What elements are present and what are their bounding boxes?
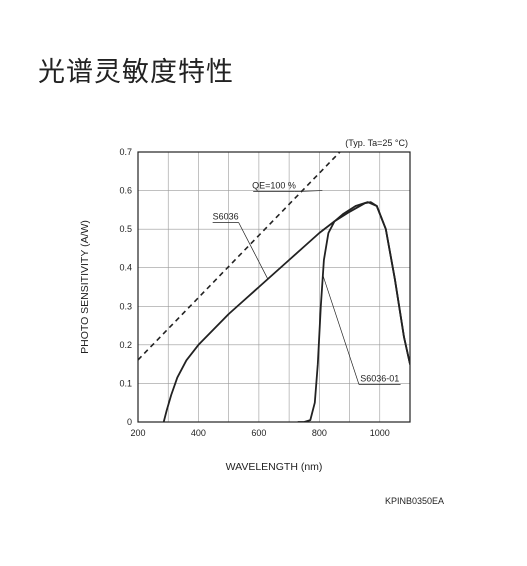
series-group xyxy=(138,152,410,422)
series-line-s6036 xyxy=(162,201,410,422)
y-axis-label: PHOTO SENSITIVITY (A/W) xyxy=(79,220,91,354)
y-tick-label: 0.5 xyxy=(119,224,132,234)
y-tick-label: 0.3 xyxy=(119,301,132,311)
y-tick-label: 0 xyxy=(127,417,132,427)
y-tick-label: 0.2 xyxy=(119,340,132,350)
annotation-label: S6036-01 xyxy=(360,374,399,384)
plot-frame xyxy=(137,151,411,423)
annotation-label: S6036 xyxy=(213,212,239,222)
page-title: 光谱灵敏度特性 xyxy=(38,57,234,88)
annotation-leader xyxy=(294,190,323,192)
y-tick-label: 0.1 xyxy=(119,378,132,388)
y-tick-label: 0.7 xyxy=(119,147,132,157)
x-tick-label: 600 xyxy=(251,428,266,438)
annotations-group: QE=100 % S6036 S6036-01 xyxy=(213,181,401,385)
y-tick-label: 0.6 xyxy=(119,186,132,196)
annotation-label: QE=100 % xyxy=(252,181,296,191)
figure-code: KPINB0350EA xyxy=(385,496,444,506)
condition-note: (Typ. Ta=25 °C) xyxy=(345,138,408,148)
annotation-leader xyxy=(322,275,360,385)
x-tick-label: 1000 xyxy=(370,428,390,438)
y-tick-label: 0.4 xyxy=(119,263,132,273)
x-axis-label: WAVELENGTH (nm) xyxy=(226,461,323,473)
annotation-leader xyxy=(238,222,269,280)
series-line-qe-100 xyxy=(138,152,341,361)
grid-lines xyxy=(138,152,410,422)
x-tick-label: 400 xyxy=(191,428,206,438)
series-line-s6036-01 xyxy=(297,201,410,422)
x-tick-label: 200 xyxy=(130,428,145,438)
x-tick-label: 800 xyxy=(312,428,327,438)
tick-labels: 200 400 600 800 1000 0 0.1 0.2 0.3 0.4 0.5 0.6 0.7 xyxy=(119,147,389,438)
